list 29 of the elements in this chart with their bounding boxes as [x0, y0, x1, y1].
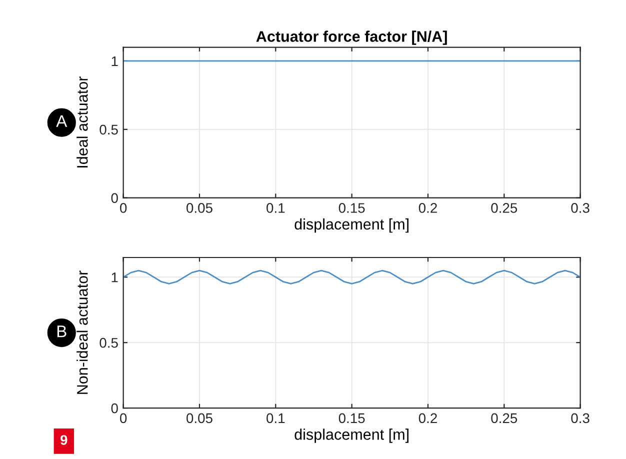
y-tick-label: 1 [112, 56, 118, 66]
y-axis-title: Non-ideal actuator [76, 270, 88, 394]
chart-title: Actuator force factor [N/A] [256, 30, 447, 45]
y-tick-label: 0.5 [100, 124, 118, 135]
line-series [123, 270, 580, 284]
x-tick-label: 0.25 [491, 413, 518, 424]
x-tick-label: 0 [120, 413, 127, 424]
text: B [57, 326, 66, 338]
x-tick-label: 0 [120, 203, 127, 213]
x-tick-label: 0.3 [571, 203, 590, 213]
x-tick-label: 0.3 [571, 413, 590, 424]
x-tick-label: 0.2 [418, 203, 437, 213]
x-axis-title: displacement [m] [294, 428, 408, 443]
y-tick-label: 0 [111, 403, 118, 414]
x-axis-title: displacement [m] [294, 218, 408, 233]
y-tick-label: 1 [112, 272, 118, 282]
y-tick-label: 0.5 [100, 338, 118, 348]
x-tick-label: 0.2 [418, 413, 437, 424]
x-tick-label: 0.05 [186, 203, 212, 213]
x-tick-label: 0.05 [186, 413, 212, 424]
y-tick-label: 0 [111, 193, 118, 203]
x-tick-label: 0.25 [491, 203, 518, 213]
text: A [56, 115, 68, 127]
text: 9 [60, 435, 68, 445]
x-tick-label: 0.15 [338, 203, 365, 213]
y-axis-title: Ideal actuator [76, 76, 88, 168]
x-tick-label: 0.1 [266, 413, 285, 424]
x-tick-label: 0.1 [266, 203, 285, 213]
x-tick-label: 0.15 [338, 413, 365, 424]
